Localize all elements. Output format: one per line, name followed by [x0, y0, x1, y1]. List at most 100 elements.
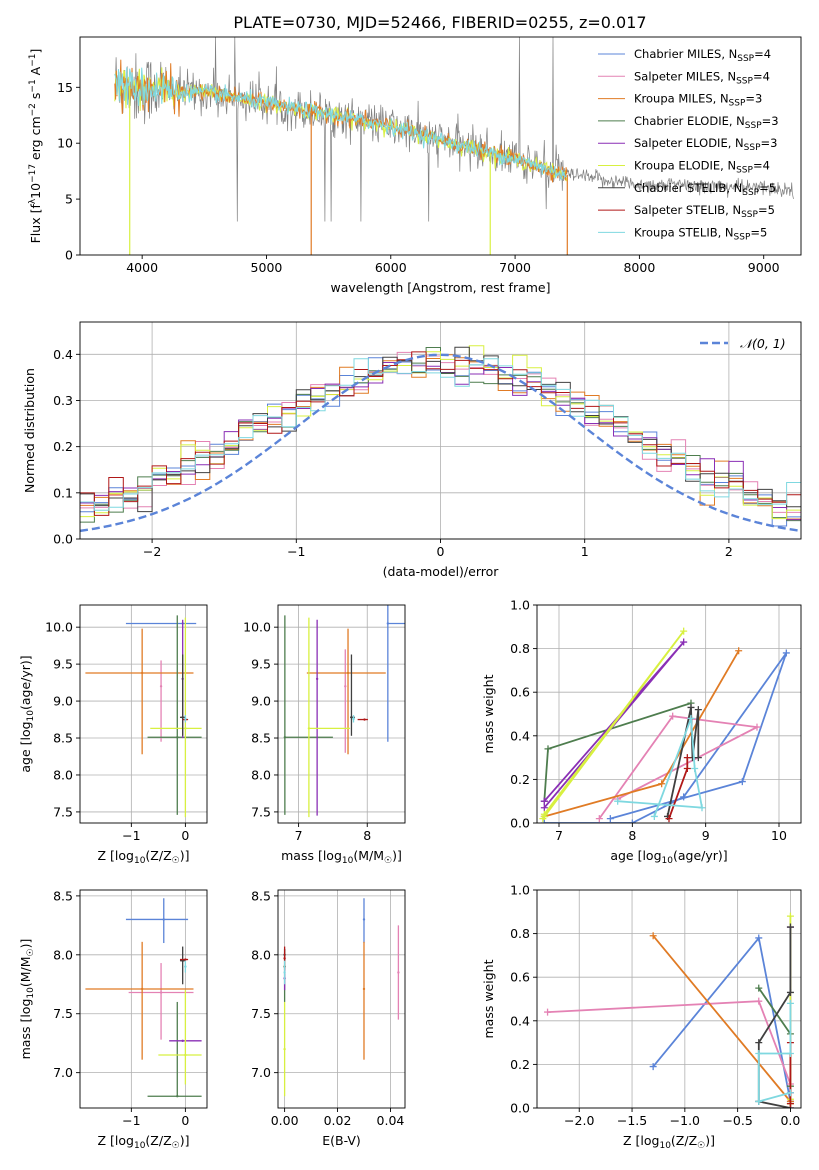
grid — [278, 605, 405, 823]
plot-area — [114, 37, 794, 255]
error-point-chabrier_stelib — [179, 654, 186, 736]
figure-title: PLATE=0730, MJD=52466, FIBERID=0255, z=0… — [233, 13, 646, 32]
series-marker — [691, 765, 699, 772]
data-point — [184, 1053, 187, 1057]
series-marker — [687, 714, 695, 722]
x-tick-label: −1 — [122, 828, 140, 843]
y-tick-label: 0.4 — [510, 1013, 530, 1028]
y-tick-label: 10 — [57, 136, 73, 151]
y-tick-label: 9.5 — [251, 657, 271, 672]
y-tick-label: 0.8 — [510, 926, 530, 941]
series-marker — [683, 765, 691, 772]
data-point — [397, 971, 400, 974]
axes-frame — [79, 36, 802, 256]
label-part: SSP — [742, 188, 759, 198]
x-tick-label: 1 — [581, 544, 589, 559]
series-marker — [786, 1089, 794, 1097]
label-part: (M/M — [18, 956, 33, 987]
legend-label: Chabrier MILES, NSSP=4 — [634, 47, 771, 64]
label-part: SSP — [736, 76, 753, 86]
series-marker — [595, 815, 603, 823]
y-tick-label: 7.5 — [251, 804, 271, 819]
y-tick-label: 9.0 — [53, 694, 73, 709]
label-part: A — [28, 66, 43, 79]
y-axis-label: Flux [fλ10−17 erg cm−2 s−1 A−1] — [28, 49, 43, 244]
y-axis-label: Normed distribution — [22, 368, 37, 493]
error-point-kroupa_stelib — [184, 715, 187, 723]
x-axis-label: Z [log10(Z/Z☉)] — [98, 1133, 190, 1151]
data-point — [362, 987, 366, 991]
label-part: −17 — [28, 164, 38, 183]
series-marker — [544, 745, 552, 753]
y-tick-label: 0.0 — [510, 1101, 530, 1116]
error-point-kroupa_elodie — [158, 990, 202, 1085]
label-part: Chabrier ELODIE, N — [634, 114, 745, 128]
label-part: 10 — [26, 710, 36, 722]
error-point-chabrier_miles — [125, 898, 189, 944]
series-marker — [649, 932, 657, 940]
series-marker — [755, 997, 763, 1005]
data-point — [363, 718, 366, 721]
x-tick-label: 8 — [628, 828, 636, 843]
label-part: (age/yr)] — [673, 848, 728, 863]
series-marker — [755, 1097, 763, 1105]
y-tick-label: 8.5 — [251, 888, 271, 903]
legend-label: 𝒩(0, 1) — [740, 336, 786, 351]
series-marker — [786, 999, 794, 1007]
y-axis-label: mass weight — [481, 959, 496, 1038]
x-tick-label: 9 — [702, 828, 710, 843]
legend-label: Salpeter STELIB, NSSP=5 — [634, 203, 775, 220]
label-part: =3 — [762, 114, 779, 128]
data-point — [344, 685, 347, 688]
label-part: Flux [f — [28, 204, 43, 244]
data-point — [184, 727, 187, 730]
series-marker — [735, 647, 743, 655]
label-part: (age/yr)] — [18, 655, 33, 710]
x-axis-label: mass [log10(M/M☉)] — [281, 848, 402, 866]
error-point-chabrier_miles — [386, 605, 405, 742]
error-point-salpeter_elodie — [315, 619, 319, 816]
data-point — [140, 671, 144, 675]
y-tick-label: 0.2 — [510, 1057, 530, 1072]
label-part: 10 — [26, 987, 36, 999]
series-marker — [738, 778, 746, 786]
y-tick-label: 9.5 — [53, 657, 73, 672]
label-part: −1 — [28, 79, 38, 92]
data-point — [184, 717, 187, 721]
error-point-chabrier_elodie — [147, 615, 202, 815]
label-part: ☉ — [26, 948, 36, 956]
label-part: Salpeter MILES, N — [634, 69, 736, 83]
plot-area — [85, 615, 202, 818]
x-tick-label: 0.04 — [377, 1113, 405, 1128]
label-part: =4 — [753, 159, 770, 173]
series-marker — [540, 812, 548, 820]
plot-area — [544, 912, 794, 1108]
label-part: =4 — [753, 69, 770, 83]
data-point — [283, 971, 286, 974]
label-part: −2 — [28, 103, 38, 116]
label-part: SSP — [744, 143, 761, 153]
y-tick-label: 8.0 — [251, 947, 271, 962]
series-marker — [786, 923, 794, 931]
series-marker — [614, 797, 622, 805]
series-marker — [782, 649, 790, 657]
series-marker — [786, 1050, 794, 1057]
legend-label: Kroupa MILES, NSSP=3 — [634, 92, 762, 109]
age-vs-metallicity-panel: −1 07.58.08.59.09.510.0Z [log10(Z/Z☉)]age… — [18, 604, 208, 866]
x-tick-label: −0.5 — [722, 1113, 752, 1128]
series-marker — [680, 627, 688, 635]
series-marker — [755, 1039, 763, 1047]
normal-distribution-curve — [80, 353, 801, 533]
x-tick-label: 6000 — [375, 260, 407, 275]
label-part: =3 — [745, 92, 762, 106]
label-part: Chabrier MILES, N — [634, 47, 737, 61]
y-tick-label: 1.0 — [510, 598, 530, 613]
series-marker — [540, 797, 548, 805]
label-part: Kroupa MILES, N — [634, 92, 729, 106]
data-point — [176, 736, 179, 739]
label-part: SSP — [736, 166, 753, 176]
label-part: Z [log — [98, 848, 134, 863]
data-point — [181, 716, 184, 719]
error-point-kroupa_miles — [85, 941, 194, 1060]
